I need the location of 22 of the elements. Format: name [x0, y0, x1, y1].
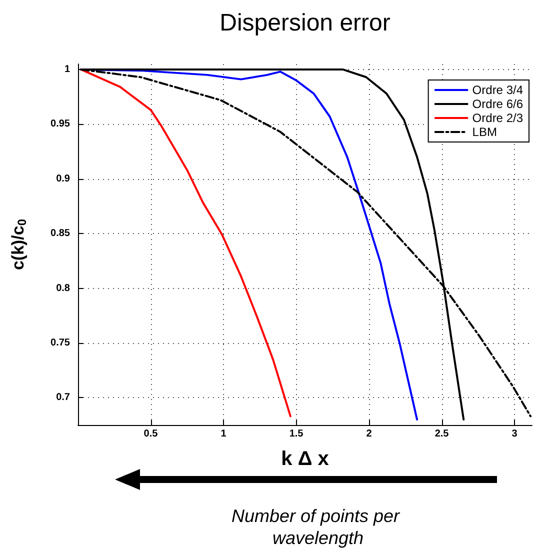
y-tick-label: 0.8	[56, 282, 70, 294]
y-tick-label: 0.95	[50, 118, 70, 130]
legend-label: Ordre 2/3	[472, 111, 524, 125]
x-axis-title: k Δ x	[281, 448, 329, 470]
x-tick-label: 1.5	[289, 428, 304, 440]
x-tick-label: 0.5	[144, 428, 158, 440]
legend-label: LBM	[472, 125, 497, 139]
y-tick-label: 0.85	[50, 228, 70, 240]
x-tick-label: 2	[366, 428, 372, 440]
y-tick-label: 0.75	[50, 337, 70, 348]
x-tick-label: 3	[512, 428, 518, 440]
legend-label: Ordre 6/6	[472, 97, 524, 111]
chart-title: Dispersion error	[220, 10, 390, 36]
y-tick-label: 0.9	[56, 173, 70, 184]
legend-label: Ordre 3/4	[472, 83, 524, 97]
y-tick-label: 1	[64, 64, 70, 75]
text: Number of points per wavelength	[231, 506, 405, 548]
y-axis-title: c(k)/c0	[8, 218, 29, 270]
line-series	[80, 68, 292, 418]
y-tick-label: 0.7	[56, 392, 70, 404]
x-tick-label: 2.5	[434, 428, 450, 440]
x-tick-label: 1	[220, 428, 227, 440]
